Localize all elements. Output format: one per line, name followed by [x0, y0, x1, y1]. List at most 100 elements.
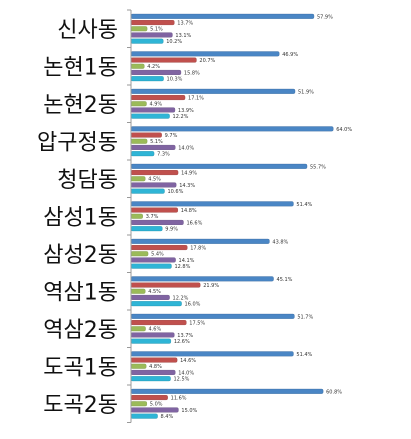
data-label: 13.7% [177, 333, 193, 339]
data-label: 15.0% [181, 408, 197, 414]
bar [130, 26, 148, 32]
category-label: 역삼1동 [43, 280, 118, 305]
data-label: 12.2% [173, 295, 189, 301]
data-label: 4.5% [148, 289, 161, 295]
bar [130, 51, 280, 57]
bar [130, 282, 201, 288]
data-label: 64.0% [336, 127, 352, 133]
bar [130, 369, 176, 375]
bar [130, 351, 294, 357]
bar [130, 301, 182, 307]
bar [130, 401, 148, 407]
bar [130, 13, 315, 19]
data-label: 5.1% [150, 27, 163, 33]
bar [130, 63, 145, 69]
data-label: 46.9% [282, 52, 298, 58]
category-label: 논현1동 [43, 55, 118, 80]
category-label: 도곡2동 [43, 393, 118, 418]
data-label: 4.9% [149, 102, 162, 108]
bar [130, 88, 296, 94]
data-label: 60.8% [326, 389, 342, 395]
data-label: 57.9% [317, 14, 333, 20]
bar [130, 32, 173, 38]
data-label: 12.2% [173, 114, 189, 120]
category-label: 삼성1동 [43, 205, 118, 230]
bar [130, 101, 147, 107]
bar [130, 238, 270, 244]
y-axis-ticks [127, 9, 131, 423]
bar [130, 76, 164, 82]
bar [130, 413, 158, 419]
data-label: 43.8% [272, 239, 288, 245]
bar [130, 38, 164, 44]
data-label: 14.9% [181, 170, 197, 176]
data-label: 12.5% [174, 377, 190, 383]
bar [130, 276, 274, 282]
data-label: 9.7% [165, 133, 178, 139]
data-label: 10.3% [167, 77, 183, 83]
data-label: 45.1% [277, 277, 293, 283]
data-label: 13.7% [177, 20, 193, 26]
bar [130, 207, 178, 213]
category-label: 도곡1동 [43, 355, 118, 380]
data-label: 16.6% [186, 220, 202, 226]
category-label: 논현2동 [43, 93, 118, 118]
data-label: 3.7% [146, 214, 159, 220]
bar [130, 313, 295, 319]
bar [130, 219, 184, 225]
bar [130, 326, 146, 332]
category-label: 역삼2동 [43, 318, 118, 343]
data-label: 4.2% [147, 64, 160, 70]
data-label: 17.5% [189, 320, 205, 326]
bar [130, 338, 172, 344]
data-label: 5.1% [150, 139, 163, 145]
category-label: 청담동 [57, 168, 118, 193]
bar [130, 182, 177, 188]
data-label: 14.0% [178, 145, 194, 151]
bar [130, 363, 147, 369]
data-label: 12.6% [174, 339, 190, 345]
bar [130, 144, 176, 150]
data-label: 4.5% [148, 177, 161, 183]
bar [130, 188, 165, 194]
bar [130, 395, 168, 401]
data-label: 15.8% [184, 70, 200, 76]
data-label: 14.0% [178, 370, 194, 376]
bar [130, 95, 186, 101]
data-label: 13.1% [175, 33, 191, 39]
bar [130, 294, 170, 300]
data-label: 14.1% [179, 258, 195, 264]
bar [130, 132, 162, 138]
bar [130, 332, 175, 338]
data-label: 10.6% [167, 189, 183, 195]
bar [130, 113, 170, 119]
data-label: 5.0% [150, 402, 163, 408]
data-label: 11.6% [171, 395, 187, 401]
category-label: 압구정동 [37, 130, 118, 155]
bar [130, 288, 146, 294]
data-label: 5.4% [151, 252, 164, 258]
data-label: 51.7% [297, 314, 313, 320]
bar [130, 107, 176, 113]
bar [130, 20, 175, 26]
bars: 57.9% 13.7% 5.1% 13.1%10.2% 46.9% 20.7% 4.2% 15… [130, 13, 352, 420]
bar [130, 176, 146, 182]
data-label: 7.3% [157, 152, 170, 158]
data-label: 10.2% [166, 39, 182, 45]
bar [130, 138, 148, 144]
data-label: 4.6% [149, 327, 162, 333]
category-labels: 신사동논현1동논현2동압구정동청담동삼성1동삼성2동역삼1동역삼2동도곡1동도곡… [37, 18, 118, 418]
bar [130, 226, 163, 232]
bar [130, 376, 171, 382]
data-label: 4.8% [149, 364, 162, 370]
data-label: 16.0% [185, 302, 201, 308]
category-label: 삼성2동 [43, 243, 118, 268]
data-label: 51.9% [298, 89, 314, 95]
bar [130, 263, 172, 269]
data-label: 14.3% [179, 183, 195, 189]
bar [130, 245, 188, 251]
bar [130, 57, 197, 63]
data-label: 20.7% [199, 58, 215, 64]
bar [130, 213, 143, 219]
